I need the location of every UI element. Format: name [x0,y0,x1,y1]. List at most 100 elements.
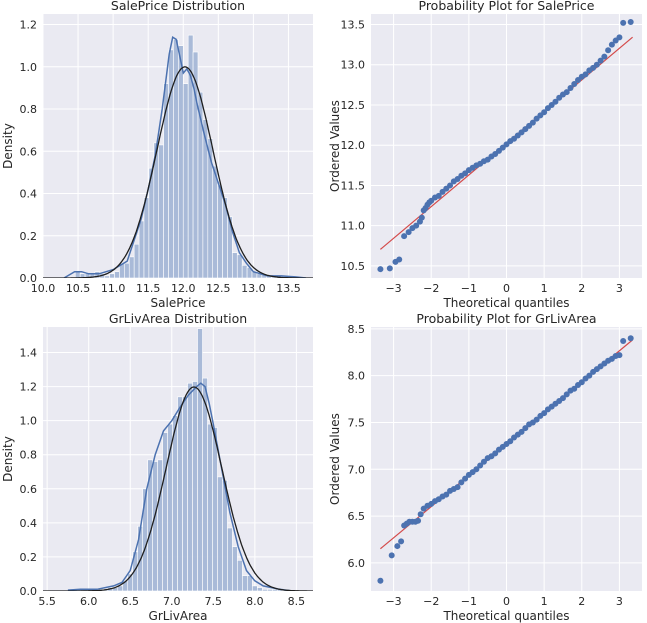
y-tick-label: 1.2 [20,381,38,394]
data-point [571,385,578,392]
histogram-bar [138,220,145,278]
normal-fit-curve [43,66,313,278]
histogram-bar [192,381,198,591]
y-tick-label: 13.0 [341,59,366,72]
x-tick-label: 11.0 [101,282,126,295]
data-point [388,552,395,559]
histogram-bar [133,243,140,278]
histogram-bar [241,265,248,278]
x-axis-label: Theoretical quantiles [442,296,569,310]
data-point [605,47,612,54]
data-point [480,458,487,465]
histogram-bar [207,423,213,591]
data-point [620,338,627,345]
histogram-bar [232,546,238,591]
chart-title: SalePrice Distribution [111,0,245,13]
x-axis-label: SalePrice [151,296,206,310]
histogram-bar [109,273,115,278]
y-tick-label: 0.8 [20,449,38,462]
x-tick-label: 5.5 [38,595,56,608]
data-point [377,577,384,584]
data-point [507,438,514,445]
y-tick-label: 0.8 [20,103,38,116]
data-point [518,428,525,435]
data-point [616,34,623,41]
x-tick-label: 3 [616,595,623,608]
histogram-bar [217,476,223,591]
y-tick-label: 11.0 [341,220,366,233]
y-tick-label: 7.5 [348,416,366,429]
y-tick-label: 7.0 [348,463,366,476]
y-tick-label: 1.0 [20,61,38,74]
histogram-bar [104,275,110,278]
x-tick-label: 8.5 [288,595,306,608]
x-tick-label: 0 [503,595,510,608]
histogram-bar [252,585,258,591]
histogram-bar [168,49,174,278]
y-tick-label: 6.5 [348,510,366,523]
data-point [394,543,401,550]
y-tick-label: 0.0 [20,272,38,285]
data-point [443,491,450,498]
chart-panel-2: −3 −2 −1 0 1 2 3 10.5 11.0 11.5 12.0 12.5 13.0 13.5 Pr… [328,0,642,310]
data-point [620,19,627,26]
x-tick-label: 6.5 [121,595,139,608]
data-point [586,372,593,379]
plot-content [377,335,634,584]
x-tick-label: −2 [423,595,439,608]
histogram-bar [143,197,150,278]
data-point [492,450,499,457]
x-tick-label: 1 [541,595,548,608]
data-point [454,484,461,491]
y-tick-label: 0.0 [20,585,38,598]
x-tick-label: −3 [385,282,401,295]
histogram-bar [182,396,188,591]
data-point [559,395,566,402]
histogram-bar [262,588,268,591]
data-point [522,425,529,432]
data-point [417,511,424,518]
y-tick-label: 12.0 [341,139,366,152]
data-point [435,192,442,199]
histogram-bar [217,184,223,278]
y-tick-label: 0.4 [20,517,38,530]
histogram-bar [271,588,278,591]
x-tick-label: 12.5 [206,282,231,295]
histogram-bar [187,382,193,591]
data-point [533,416,540,423]
y-tick-label: 0.6 [20,483,38,496]
y-tick-label: 11.5 [341,179,366,192]
data-point [458,479,465,486]
x-tick-label: 7.0 [163,595,181,608]
histogram-bar [163,83,169,278]
x-tick-label: −3 [385,595,401,608]
data-point [477,462,484,469]
data-point [447,182,454,189]
data-point [597,57,604,64]
histogram-bar [232,252,238,278]
y-tick-label: 0.2 [20,551,38,564]
histogram-bar [128,256,135,278]
chart-panel-3: 5.5 6.0 6.5 7.0 7.5 8.0 8.5 0.0 0.2 0.4 0.6 0.8 1.0 1… [1,311,313,623]
histogram-bar [157,459,163,591]
histogram-bar [142,488,148,591]
x-tick-label: 0 [503,282,510,295]
y-axis-label: Density [1,436,15,482]
data-point [563,89,570,96]
histogram-bar [267,588,273,591]
x-tick-label: 1 [541,282,548,295]
y-axis-label: Density [1,123,15,169]
x-axis-label: Theoretical quantiles [442,609,569,623]
chart-title: Probability Plot for GrLivArea [416,311,596,326]
chart-panel-4: −3 −2 −1 0 1 2 3 6.0 6.5 7.0 7.5 8.0 8.5 Probability … [328,311,642,623]
data-point [398,538,405,545]
histogram-bar [74,271,81,278]
x-tick-label: 8.0 [246,595,264,608]
y-tick-label: 0.4 [20,188,38,201]
y-tick-label: 12.5 [341,99,366,112]
y-tick-label: 13.5 [341,18,366,31]
x-axis-label: GrLivArea [149,609,208,623]
chart-panel-1: 10.0 10.5 11.0 11.5 12.0 12.5 13.0 13.5 0.0 0.2 0.… [1,0,313,310]
histogram-bar [202,377,208,591]
